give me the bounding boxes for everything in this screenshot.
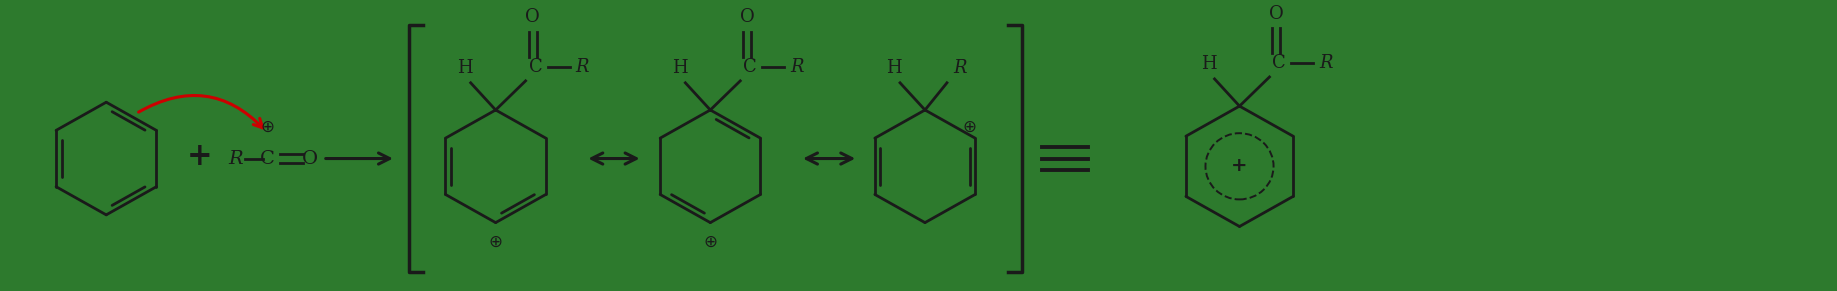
Text: C: C (259, 150, 274, 168)
Text: R: R (790, 58, 805, 76)
Text: R: R (228, 150, 242, 168)
FancyArrowPatch shape (138, 95, 263, 128)
Text: H: H (672, 59, 687, 77)
Text: O: O (301, 150, 318, 168)
Text: C: C (744, 58, 757, 76)
Text: ⊕: ⊕ (489, 233, 503, 251)
Text: +: + (1231, 157, 1247, 175)
Text: H: H (457, 59, 472, 77)
Text: R: R (575, 58, 590, 76)
Text: ⊕: ⊕ (261, 118, 274, 136)
Text: O: O (1269, 5, 1284, 23)
Text: C: C (1273, 54, 1286, 72)
Text: O: O (740, 8, 755, 26)
Text: ⊕: ⊕ (963, 118, 975, 136)
Text: R: R (953, 59, 966, 77)
Text: R: R (1319, 54, 1334, 72)
Text: H: H (885, 59, 902, 77)
Text: +: + (186, 141, 211, 172)
Text: ⊕: ⊕ (704, 233, 716, 251)
Text: H: H (1201, 55, 1216, 73)
Text: O: O (525, 8, 540, 26)
Text: C: C (529, 58, 542, 76)
